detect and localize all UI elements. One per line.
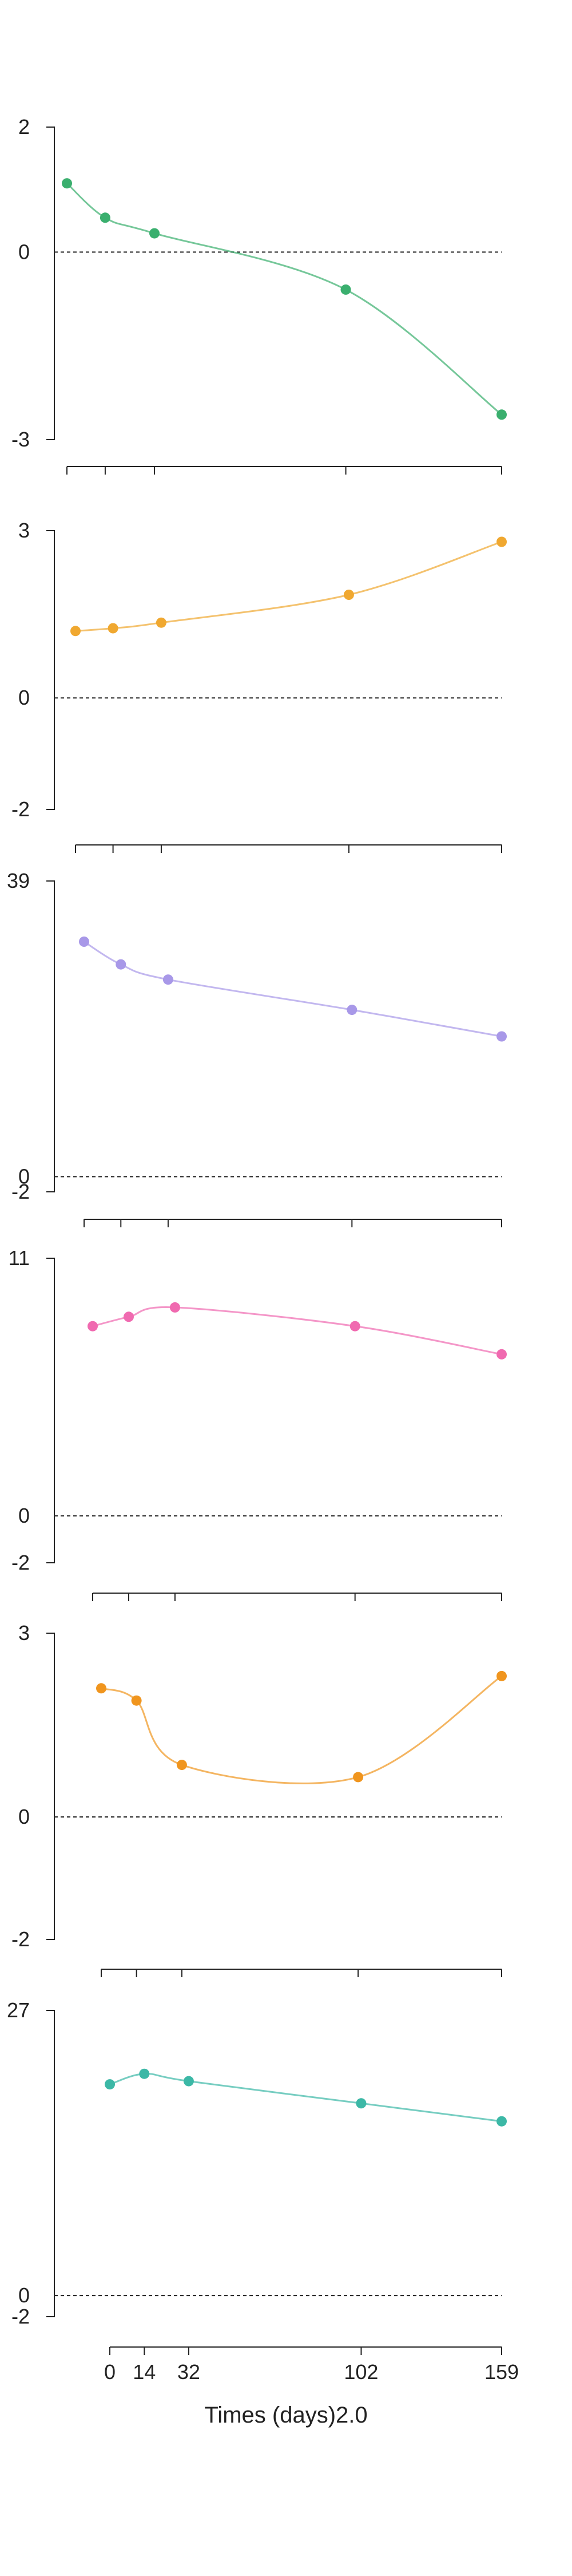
y-tick-label: -2 [11, 1180, 30, 1203]
y-tick-label: -2 [11, 797, 30, 821]
data-point [156, 617, 166, 628]
series-line [75, 541, 502, 632]
data-point [169, 1302, 180, 1313]
series-line [101, 1675, 502, 1784]
panel-1: 2 0 -3 [11, 115, 507, 475]
y-tick-label: 39 [7, 869, 30, 892]
data-point [496, 536, 507, 547]
y-tick-label: 0 [18, 2283, 30, 2307]
data-point [347, 1005, 357, 1016]
data-point [149, 228, 160, 239]
data-point [353, 1772, 364, 1783]
data-point [496, 1670, 507, 1681]
y-axis-line [46, 530, 55, 810]
y-tick-label: -2 [11, 1927, 30, 1951]
data-point [176, 1760, 187, 1771]
data-point [496, 409, 507, 420]
panel-3: 39 0-2 [7, 869, 507, 1227]
y-axis-line [46, 2010, 55, 2317]
y-tick-label: 0 [18, 240, 30, 263]
y-axis-line [46, 880, 55, 1192]
data-point [88, 1321, 98, 1332]
data-point [349, 1321, 360, 1332]
y-tick-label: -2 [11, 1551, 30, 1574]
y-axis-line [46, 1633, 55, 1940]
y-tick-label: 27 [7, 1998, 30, 2022]
data-point [183, 2076, 194, 2087]
x-axis-title: Times (days)2.0 [204, 2403, 367, 2428]
y-tick-label: 3 [18, 519, 30, 542]
panel-6: 270-20 14 32 102 159 [7, 1998, 519, 2384]
y-tick-label: 2 [18, 115, 30, 139]
x-tick-label: 159 [484, 2360, 519, 2384]
data-point [124, 1311, 134, 1322]
x-tick-label: 102 [344, 2360, 378, 2384]
x-tick-label: 14 [133, 2360, 156, 2384]
data-point [139, 2068, 150, 2079]
y-axis-line [46, 1258, 55, 1563]
data-point [62, 178, 72, 189]
data-point [496, 2116, 507, 2127]
y-tick-label: 3 [18, 1621, 30, 1645]
data-point [116, 959, 126, 970]
data-point [96, 1683, 106, 1694]
data-point [70, 626, 81, 637]
x-tick-label: 0 [104, 2360, 116, 2384]
y-axis-line [46, 127, 55, 440]
y-tick-label: 11 [9, 1246, 30, 1270]
data-point [356, 2098, 367, 2109]
y-tick-label: 0 [18, 1805, 30, 1828]
data-point [100, 212, 110, 223]
data-point [105, 2079, 115, 2090]
data-point [343, 590, 354, 600]
series-line [84, 941, 502, 1037]
series-line [92, 1306, 502, 1356]
y-tick-label: 0 [18, 1504, 30, 1527]
y-tick-label: -2 [11, 2305, 30, 2328]
y-tick-label: 0 [18, 686, 30, 709]
panel-2: 3 0 -2 [11, 519, 507, 853]
y-tick-label: -3 [11, 428, 30, 451]
data-point [79, 937, 89, 947]
y-tick-label: 0 [18, 1165, 30, 1188]
data-point [340, 284, 351, 295]
series-line [66, 183, 502, 416]
x-tick-label: 32 [177, 2360, 200, 2384]
panel-4: 11 0 -2 [9, 1246, 507, 1601]
panel-5: 3 0 -2 [11, 1621, 507, 1977]
series-line [109, 2073, 502, 2123]
data-point [496, 1349, 507, 1360]
data-point [162, 974, 173, 985]
data-point [108, 623, 118, 634]
data-point [131, 1695, 142, 1706]
data-point [496, 1031, 507, 1042]
